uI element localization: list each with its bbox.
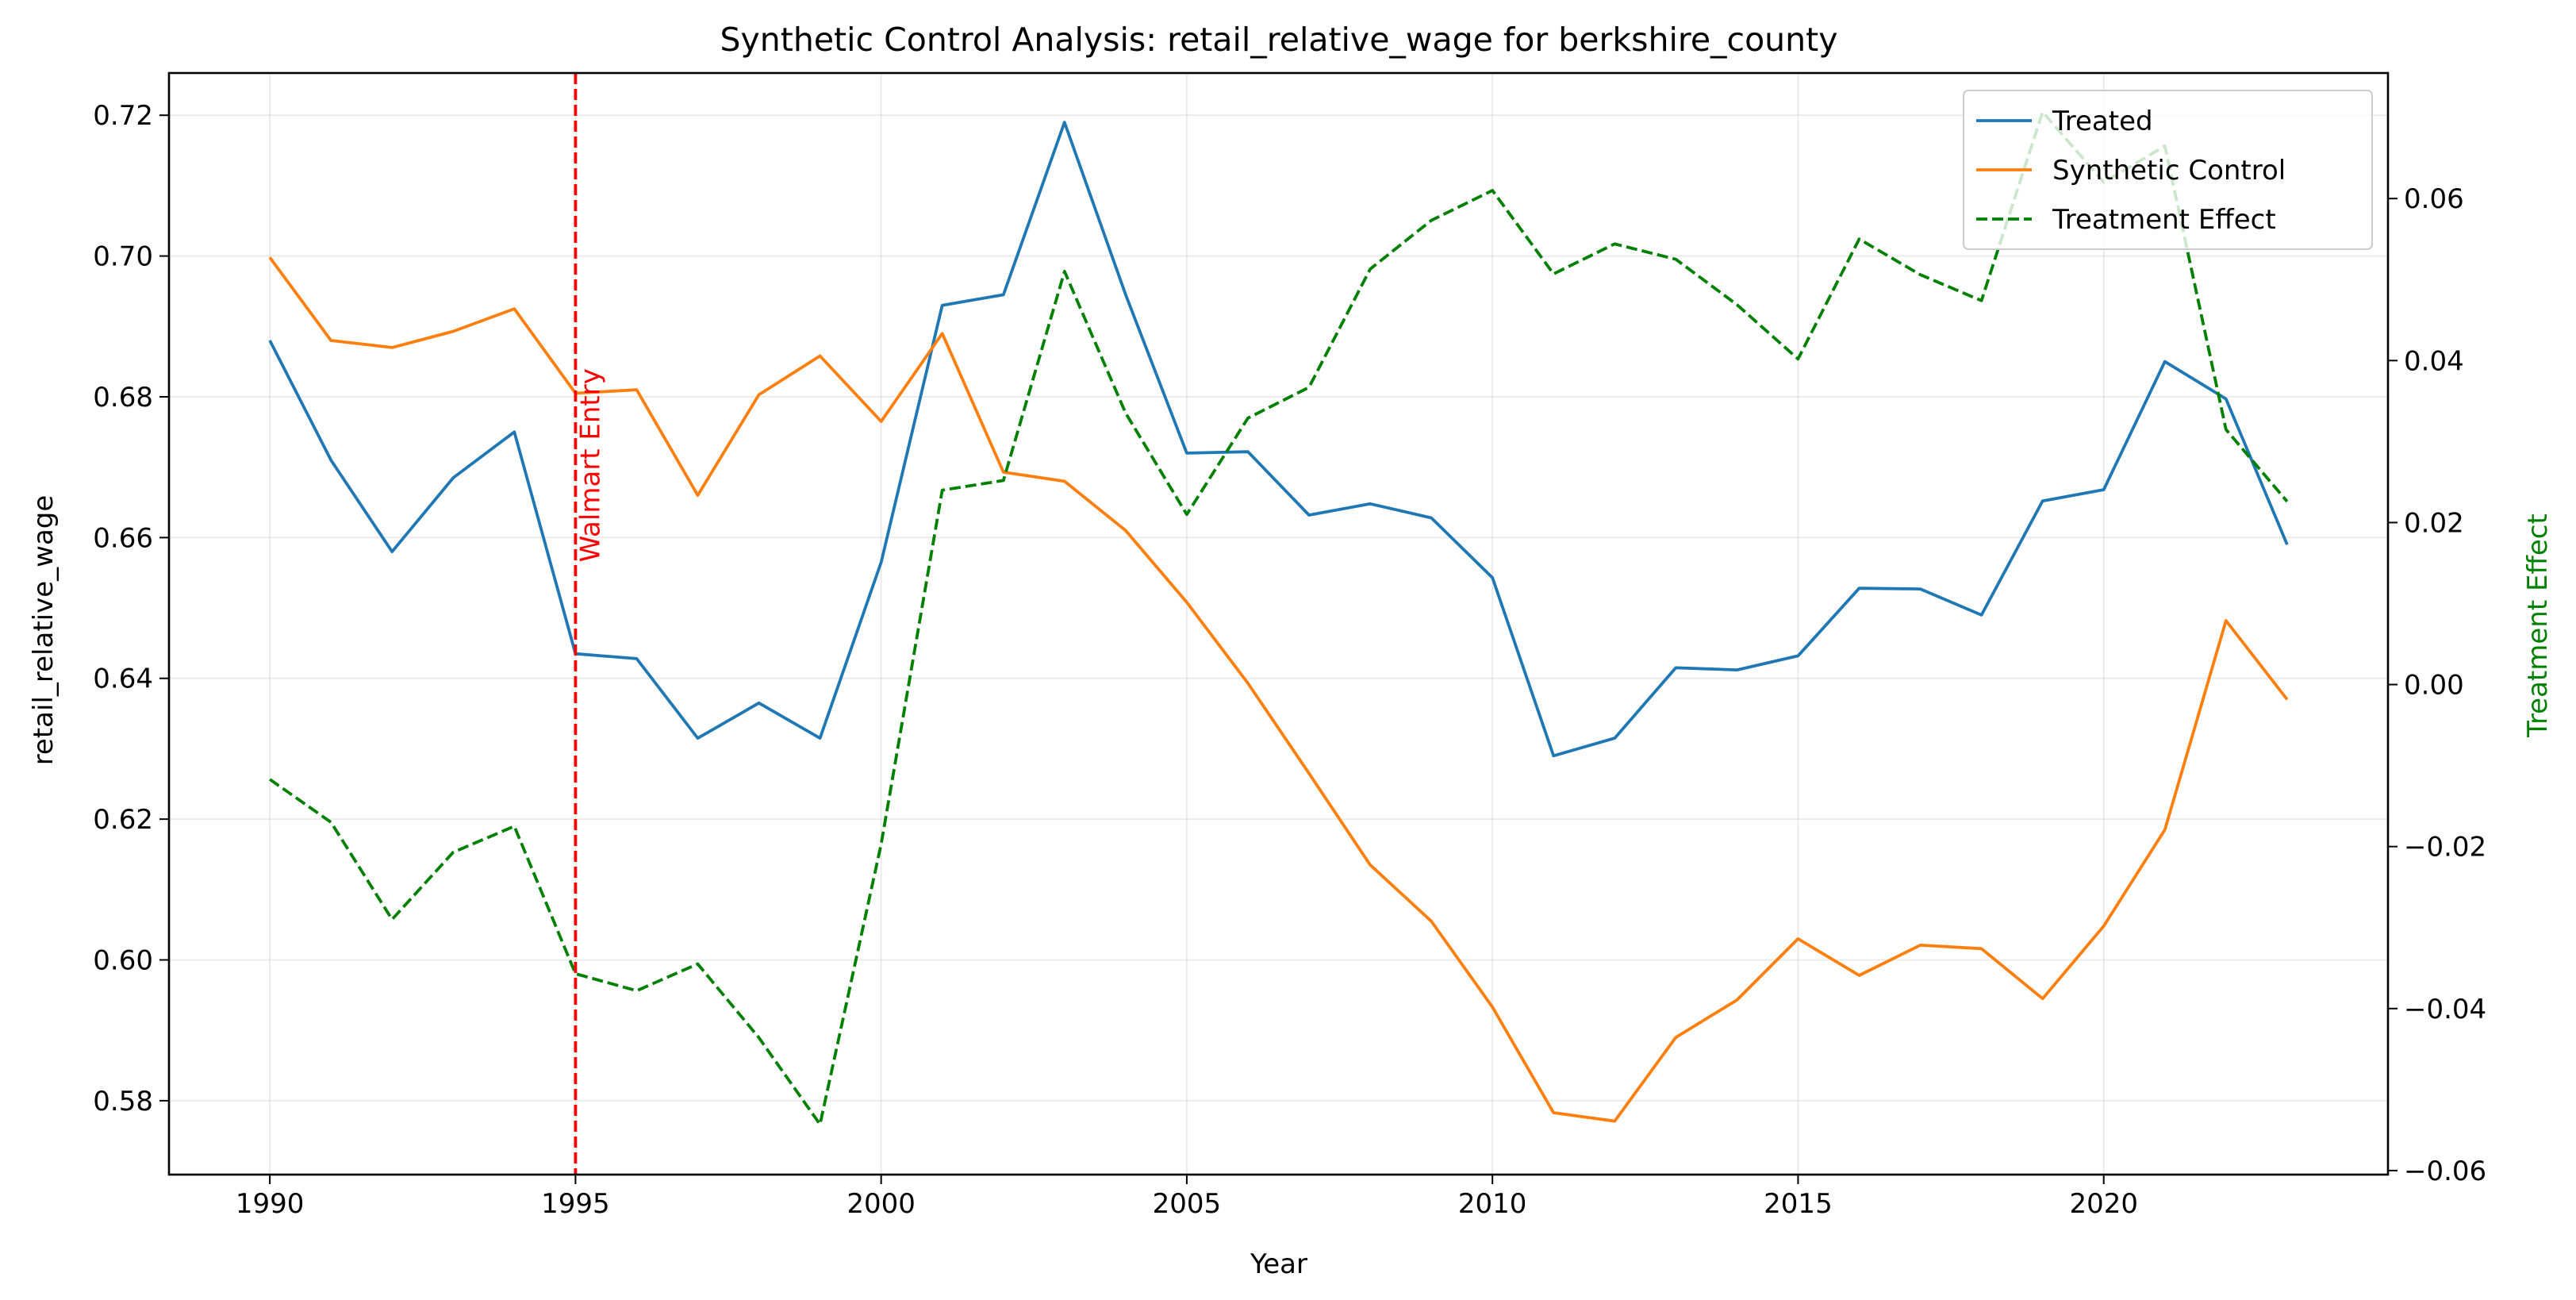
y-axis-right-label: Treatment Effect: [2522, 513, 2554, 738]
series-line-treated: [268, 121, 2289, 758]
y2-tick-label: −0.04: [2404, 994, 2486, 1025]
x-tick-label: 1990: [236, 1188, 305, 1220]
y-axis-left: 0.58 0.60 0.62 0.64 0.66 0.68 0.70 0.72: [93, 100, 169, 1117]
legend-label: Treated: [2052, 106, 2153, 137]
y-tick-label: 0.72: [93, 100, 153, 132]
y-tick-label: 0.66: [93, 522, 153, 554]
x-tick-label: 2015: [1764, 1188, 1833, 1220]
y2-tick-label: 0.04: [2404, 345, 2464, 377]
x-tick-label: 2005: [1153, 1188, 1222, 1220]
y-tick-label: 0.70: [93, 241, 153, 273]
x-axis-label: Year: [1250, 1248, 1307, 1280]
y-axis-left-label: retail_relative_wage: [28, 495, 60, 766]
y-tick-label: 0.60: [93, 944, 153, 976]
y2-tick-label: −0.06: [2404, 1156, 2486, 1187]
x-tick-label: 2020: [2069, 1188, 2138, 1220]
legend-label: Synthetic Control: [2052, 155, 2286, 187]
y2-tick-label: 0.02: [2404, 507, 2464, 539]
y-tick-label: 0.64: [93, 663, 153, 695]
y-axis-right: −0.06 −0.04 −0.02 0.00 0.02 0.04 0.06: [2388, 183, 2486, 1187]
plot-area: Walmart Entry: [268, 73, 2289, 1175]
x-axis: 1990 1995 2000 2005 2010 2015 2020: [236, 1175, 2138, 1220]
y2-tick-label: 0.00: [2404, 670, 2464, 702]
y-tick-label: 0.62: [93, 804, 153, 836]
y-tick-label: 0.68: [93, 382, 153, 413]
legend: Treated Synthetic Control Treatment Effect: [1963, 90, 2373, 250]
grid: [169, 73, 2388, 1175]
x-tick-label: 1995: [541, 1188, 610, 1220]
y-tick-label: 0.58: [93, 1086, 153, 1117]
x-tick-label: 2000: [847, 1188, 916, 1220]
series-line-synthetic-control: [268, 256, 2289, 1123]
x-tick-label: 2010: [1458, 1188, 1527, 1220]
series-line-treatment-effect: [269, 110, 2289, 1126]
y2-tick-label: −0.02: [2404, 832, 2486, 863]
axes-frame: [167, 71, 2390, 1176]
chart-title: Synthetic Control Analysis: retail_relat…: [720, 21, 1838, 59]
legend-label: Treatment Effect: [2052, 204, 2276, 236]
annotation-label: Walmart Entry: [574, 368, 606, 562]
legend-box: [1963, 90, 2373, 250]
y2-tick-label: 0.06: [2404, 183, 2464, 215]
